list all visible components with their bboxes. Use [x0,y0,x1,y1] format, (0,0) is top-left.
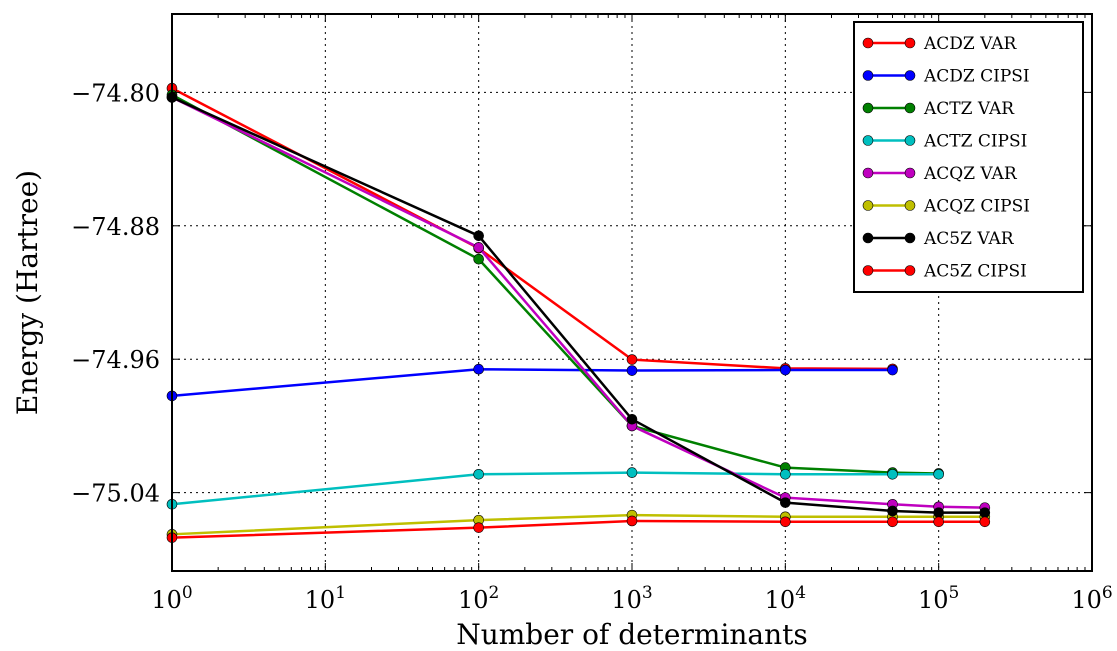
data-point [780,468,791,480]
x-tick-label: 104 [765,583,806,614]
legend-label: ACDZ VAR [923,34,1018,54]
legend-label: ACQZ VAR [923,164,1018,184]
legend-marker [904,265,916,276]
legend-marker [862,37,874,49]
x-tick-base: 10 [151,586,182,614]
data-point [780,364,791,376]
data-point [780,516,791,528]
series-ac5z-var [166,92,991,518]
data-point [979,516,991,528]
x-tick-label: 103 [611,583,652,614]
series-layer [166,82,991,543]
x-tick-base: 10 [765,586,796,614]
data-point [887,505,898,517]
x-tick-label: 101 [305,583,346,614]
legend-item: ACQZ VAR [862,164,1018,184]
data-point [473,522,484,533]
data-point [473,230,484,242]
legend-marker [862,265,874,276]
data-point [887,516,898,528]
legend-label: ACTZ CIPSI [923,132,1027,152]
y-tick-label: −74.80 [71,79,160,107]
legend-item: ACDZ VAR [862,34,1018,54]
data-point [780,497,791,508]
series-line [171,93,939,475]
y-tick-label: −74.88 [71,213,160,241]
x-tick-exponent: 2 [489,583,500,603]
data-point [887,468,898,480]
series-line [171,513,985,536]
data-point [626,467,638,478]
legend-label: ACDZ CIPSI [923,67,1030,87]
legend-marker [862,232,874,244]
data-point [626,365,638,376]
legend-marker [862,167,874,179]
x-tick-label: 100 [151,583,192,614]
data-point [887,364,898,376]
data-point [933,468,944,480]
legend-marker [904,37,916,49]
series-line [171,471,939,506]
series-actz-cipsi [166,467,944,510]
legend-item: AC5Z VAR [862,229,1015,249]
y-tick-label: −75.04 [71,480,160,508]
data-point [626,515,638,527]
data-point [473,363,484,375]
legend-marker [862,102,874,114]
x-tick-exponent: 3 [642,583,653,603]
x-tick-exponent: 1 [335,583,346,603]
legend-label: ACTZ VAR [923,99,1015,119]
legend-item: ACTZ VAR [862,99,1015,119]
x-axis-label: Number of determinants [456,618,808,651]
legend-box [853,21,1084,293]
data-point [473,253,484,265]
series-acdz-cipsi [166,363,898,402]
x-tick-base: 10 [918,586,949,614]
series-ac5z-cipsi [166,515,991,543]
data-point [473,468,484,480]
legend-label: ACQZ CIPSI [923,197,1030,217]
x-tick-label: 102 [458,583,499,614]
legend-marker [904,232,916,244]
legend-item: ACQZ CIPSI [862,197,1030,217]
ticks: 100 101 102 103 104 105 106−74.80−74.88−74.96−… [71,14,1113,614]
legend-marker [862,70,874,81]
legend-marker [904,167,916,179]
legend-marker [904,70,916,81]
x-tick-base: 10 [611,586,642,614]
legend-marker [862,200,874,211]
x-tick-label: 106 [1071,583,1112,614]
y-tick-label: −74.96 [71,346,160,374]
legend-label: AC5Z VAR [923,229,1015,249]
x-tick-base: 10 [458,586,489,614]
legend-marker [904,135,916,146]
legend-marker [904,102,916,114]
legend-item: AC5Z CIPSI [862,262,1027,282]
x-tick-exponent: 4 [795,583,806,603]
x-tick-base: 10 [305,586,336,614]
legend: ACDZ VAR ACDZ CIPSI ACTZ VAR ACTZ CIPSI ACQZ… [853,21,1084,293]
data-point [933,507,944,518]
x-tick-base: 10 [1071,586,1102,614]
x-tick-exponent: 0 [182,583,193,603]
data-point [626,354,638,365]
legend-marker [862,135,874,146]
data-point [979,507,991,518]
legend-marker [904,200,916,211]
legend-item: ACDZ CIPSI [862,67,1030,87]
data-point [626,413,638,425]
x-tick-exponent: 5 [949,583,960,603]
series-line [171,87,893,371]
data-point [933,516,944,528]
x-tick-exponent: 6 [1102,583,1113,603]
data-point [473,242,484,253]
y-axis-label: Energy (Hartree) [11,170,44,415]
legend-label: AC5Z CIPSI [923,262,1027,282]
x-tick-label: 105 [918,583,959,614]
series-acdz-var [166,82,898,375]
legend-item: ACTZ CIPSI [862,132,1027,152]
